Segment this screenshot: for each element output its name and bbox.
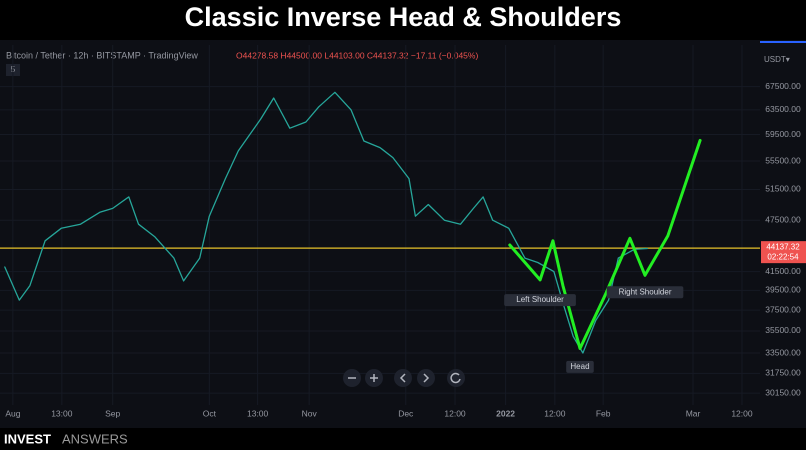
y-tick-label: 41500.00 <box>765 266 801 276</box>
y-tick-label: 47500.00 <box>765 214 801 224</box>
x-tick-label: 13:00 <box>247 408 269 418</box>
brand-b: ANSWERS <box>62 431 128 446</box>
annotation-box <box>606 286 684 299</box>
x-tick-label: Dec <box>398 408 414 418</box>
pattern-line <box>508 138 702 350</box>
x-tick-label: 12:00 <box>544 408 566 418</box>
icon <box>423 373 430 383</box>
y-tick-label: 33500.00 <box>765 347 801 357</box>
x-tick-label: Oct <box>203 408 217 418</box>
x-tick-label: Feb <box>596 408 611 418</box>
y-tick-label: 55500.00 <box>765 155 801 165</box>
price-tag <box>761 241 806 264</box>
y-tick-label: 67500.00 <box>765 81 801 91</box>
x-tick-label: 13:00 <box>51 408 73 418</box>
ohlc: O44278.58 H44500.00 L44103.00 C44137.32 … <box>236 50 478 60</box>
price-tag-label: 44137.32 <box>766 242 800 251</box>
y-tick-label: 63500.00 <box>765 104 801 114</box>
x-tick-label: 12:00 <box>444 408 466 418</box>
annotation: Right Shoulder <box>619 287 672 296</box>
x-tick-label: 2022 <box>496 408 515 418</box>
annotation: Left Shoulder <box>516 295 564 304</box>
countdown: 02:22:54 <box>767 252 799 261</box>
scroll-left[interactable] <box>394 369 412 387</box>
price-line <box>4 91 648 354</box>
y-tick-label: 31750.00 <box>765 368 801 378</box>
x-tick-label: 12:00 <box>731 408 753 418</box>
scroll-right[interactable] <box>417 369 435 387</box>
annotation: Head <box>570 362 589 371</box>
y-tick-label: 35500.00 <box>765 325 801 335</box>
x-tick-label: Sep <box>105 408 120 418</box>
x-tick-label: Nov <box>302 408 318 418</box>
currency: USDT▾ <box>764 55 790 64</box>
annotation-box <box>504 294 576 307</box>
icon <box>450 372 461 384</box>
chart-panel <box>0 40 806 428</box>
zoom-controls[interactable] <box>343 369 465 387</box>
y-tick-label: 37500.00 <box>765 304 801 314</box>
annotation-box <box>566 360 594 373</box>
chart-title: Classic Inverse Head & Shoulders <box>185 2 622 32</box>
y-tick-label: 51500.00 <box>765 184 801 194</box>
reset[interactable] <box>447 369 465 387</box>
x-tick-label: Aug <box>5 408 20 418</box>
y-tick-label: 39500.00 <box>765 285 801 295</box>
icon <box>370 374 378 382</box>
brand-a: INVEST <box>4 431 51 446</box>
x-tick-label: Mar <box>686 408 701 418</box>
icon <box>399 373 406 383</box>
y-tick-label: 30150.00 <box>765 387 801 397</box>
symbol: Bitcoin / Tether · 12h · BITSTAMP · Trad… <box>6 50 198 60</box>
y-tick-label: 59500.00 <box>765 129 801 139</box>
